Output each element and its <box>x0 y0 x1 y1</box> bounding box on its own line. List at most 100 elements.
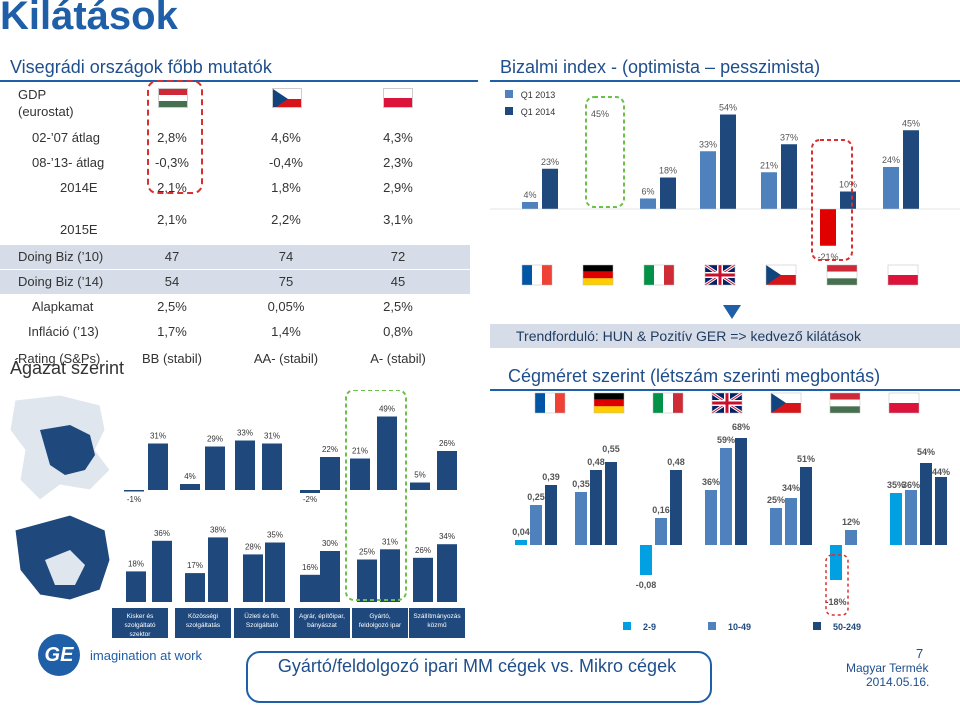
sector-bar-top <box>350 458 370 490</box>
hungary-flag <box>158 88 188 108</box>
bar-q1-2013 <box>761 172 777 209</box>
size-bar <box>905 490 917 545</box>
row-label: Rating (S&Ps) <box>18 351 101 366</box>
size-bar <box>735 438 747 545</box>
indicator-row: Infláció (’13) 1,7% 1,4% 0,8% <box>0 320 470 344</box>
manufacturing-highlight <box>345 390 407 601</box>
size-bar-label: 44% <box>932 467 950 477</box>
czech-value: 4,6% <box>271 130 301 145</box>
page-title: Kilátások <box>0 0 178 38</box>
size-bar-label: 0,39 <box>542 472 560 482</box>
germany-flag <box>593 392 625 414</box>
poland-value: 3,1% <box>383 212 413 227</box>
footer-callout <box>246 651 712 703</box>
logo-text: imagination at work <box>90 648 202 663</box>
size-rule <box>490 389 960 391</box>
czech-flag <box>770 392 802 414</box>
sector-bar-label: 5% <box>414 471 426 480</box>
czech-value: 75 <box>278 274 294 289</box>
size-bar-label: 36% <box>702 477 720 487</box>
row-label: Alapkamat <box>32 299 94 314</box>
czech-value: AA- (stabil) <box>253 351 319 366</box>
confidence-chart: Q1 2013 Q1 2014 4% 23% 6% 18% 33% 54% 21% 37% -21%… <box>490 90 960 287</box>
size-bar <box>530 505 542 545</box>
sector-bar-top <box>410 482 430 490</box>
bar-q1-2013 <box>820 209 836 246</box>
size-bar-label: -18% <box>825 597 846 607</box>
indicator-row: Alapkamat 2,5% 0,05% 2,5% <box>0 295 470 319</box>
ge-logo-icon: GE <box>38 634 80 676</box>
poland-value: 4,3% <box>383 130 413 145</box>
bar-q1-2014 <box>781 144 797 209</box>
sector-bar-label: 30% <box>322 539 338 548</box>
sector-bar-top <box>320 457 340 490</box>
czech-value: 2,2% <box>271 212 301 227</box>
category-box <box>175 608 231 638</box>
bar-q1-2014 <box>660 177 676 209</box>
size-bar <box>605 462 617 545</box>
gdp-label: GDP (eurostat) <box>18 87 74 119</box>
sector-bar-top <box>124 490 144 492</box>
legend-swatch <box>813 622 821 630</box>
category-label: Agrár, építőipar, <box>299 613 345 620</box>
size-bar-label: 0,35 <box>572 479 590 489</box>
sector-bar-label: 26% <box>439 439 455 448</box>
france-flag <box>521 264 553 286</box>
size-bar-label: 25% <box>767 495 785 505</box>
size-bar-label: 0,55 <box>602 444 620 454</box>
hungary-flag <box>826 264 858 286</box>
hungary-value: -0,3% <box>155 155 189 170</box>
czech-flag <box>765 264 797 286</box>
label-q1-2014: 37% <box>780 132 798 142</box>
category-label: Közösségi <box>188 613 218 620</box>
hungary-value: 47 <box>164 249 180 264</box>
poland-flag <box>888 392 920 414</box>
size-bar-label: 68% <box>732 422 750 432</box>
size-bar <box>770 508 782 545</box>
size-bar <box>720 448 732 545</box>
indicator-row: 2015E 2,1% 2,2% 3,1% <box>0 208 470 237</box>
sector-bar-bottom <box>437 544 457 602</box>
hungary-value: 1,7% <box>157 324 187 339</box>
row-label: 2014E <box>60 180 98 195</box>
label-q1-2014: 54% <box>719 103 737 113</box>
legend-label: 10-49 <box>728 622 751 632</box>
hungary-value: BB (stabil) <box>142 351 202 366</box>
sector-bar-label: 34% <box>439 532 455 541</box>
czech-value: 1,4% <box>271 324 301 339</box>
size-bar-label: 51% <box>797 454 815 464</box>
page-number: 7 <box>916 646 924 661</box>
size-bar-label: 12% <box>842 517 860 527</box>
sector-bar-label: 36% <box>154 529 170 538</box>
indicators-heading: Visegrádi országok főbb mutatók <box>10 57 272 77</box>
germany-flag <box>582 264 614 286</box>
bar-q1-2013 <box>640 198 656 209</box>
category-label: feldolgozó ipar <box>359 622 402 629</box>
bar-q1-2014 <box>903 130 919 209</box>
heading-rule <box>0 80 478 82</box>
size-bar <box>670 470 682 545</box>
bar-q1-2013 <box>700 151 716 209</box>
sector-bar-bottom <box>320 551 340 602</box>
sector-bar-top <box>205 446 225 490</box>
label-q1-2013: 6% <box>641 187 654 197</box>
sector-bar-label: 31% <box>264 432 280 441</box>
category-box <box>409 608 465 638</box>
sector-bar-bottom <box>185 573 205 602</box>
category-label: szolgáltató <box>124 622 155 629</box>
poland-value: 2,9% <box>383 180 413 195</box>
poland-value: 72 <box>390 249 406 264</box>
category-label: Szolgáltató <box>246 622 279 629</box>
bar-q1-2014 <box>542 168 558 209</box>
size-bar <box>890 493 902 545</box>
bar-q1-2014 <box>840 191 856 209</box>
poland-value: 2,3% <box>383 155 413 170</box>
hungary-highlight <box>147 80 203 194</box>
size-bar <box>515 540 527 545</box>
italy-flag <box>643 264 675 286</box>
sector-bar-label: 31% <box>150 432 166 441</box>
size-bar <box>785 498 797 545</box>
sector-bar-top <box>377 416 397 490</box>
bar-q1-2013 <box>522 202 538 209</box>
sector-bar-label: 49% <box>379 405 395 414</box>
